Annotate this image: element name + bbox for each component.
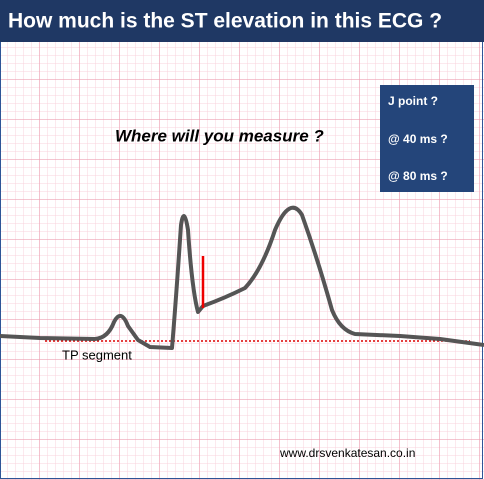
option: @ 80 ms ?	[388, 169, 448, 183]
question: Where will you measure ?	[115, 126, 324, 145]
baseline-label: TP segment	[62, 347, 132, 362]
footer: www.drsvenkatesan.co.in	[279, 446, 415, 460]
options-box	[380, 85, 474, 192]
title: How much is the ST elevation in this ECG…	[8, 10, 442, 33]
option: J point ?	[388, 94, 438, 108]
ecg-trace	[0, 205, 484, 350]
option: @ 40 ms ?	[388, 132, 448, 146]
title-bar	[0, 0, 484, 42]
